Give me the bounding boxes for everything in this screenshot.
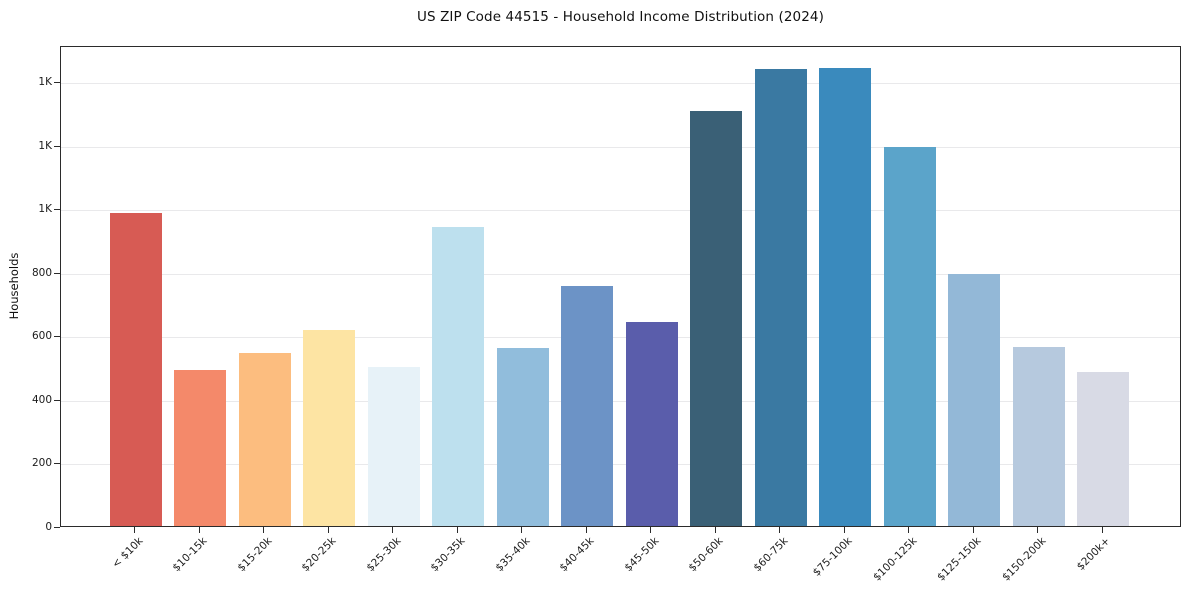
bar-7 bbox=[561, 286, 613, 526]
x-tick-mark bbox=[908, 527, 909, 533]
bar-4 bbox=[367, 366, 420, 526]
x-tick-mark bbox=[1101, 527, 1103, 533]
x-tick-mark bbox=[521, 527, 522, 533]
y-tick-mark bbox=[54, 526, 60, 528]
y-tick-mark bbox=[54, 399, 60, 401]
x-tick-mark bbox=[972, 527, 974, 533]
x-tick-mark bbox=[843, 527, 845, 533]
y-tick-label: 400 bbox=[31, 393, 52, 406]
x-tick-mark bbox=[650, 527, 651, 533]
x-tick-mark bbox=[779, 527, 780, 533]
chart-title: US ZIP Code 44515 - Household Income Dis… bbox=[417, 9, 824, 25]
bar-10 bbox=[754, 69, 807, 526]
y-axis-label: Households bbox=[7, 252, 21, 320]
gridline bbox=[61, 400, 1180, 402]
y-tick-label: 1K bbox=[38, 76, 52, 88]
plot-area bbox=[60, 46, 1181, 527]
y-tick-mark bbox=[54, 209, 60, 210]
y-tick-mark bbox=[54, 82, 60, 83]
bar-8 bbox=[625, 321, 678, 526]
x-tick-mark bbox=[198, 527, 200, 533]
x-tick-mark bbox=[327, 527, 329, 533]
y-tick-mark bbox=[54, 463, 60, 464]
gridline bbox=[61, 337, 1180, 338]
y-tick-label: 0 bbox=[45, 520, 52, 533]
bar-12 bbox=[883, 147, 936, 526]
y-tick-mark bbox=[54, 145, 60, 147]
bar-15 bbox=[1077, 372, 1129, 526]
x-tick-mark bbox=[263, 527, 264, 533]
gridline bbox=[61, 210, 1180, 211]
bar-1 bbox=[174, 370, 226, 526]
bar-2 bbox=[238, 353, 291, 526]
bar-14 bbox=[1012, 346, 1065, 526]
x-tick-mark bbox=[714, 527, 716, 533]
gridline bbox=[61, 146, 1180, 148]
y-tick-mark bbox=[54, 272, 60, 274]
bar-0 bbox=[109, 213, 162, 526]
y-tick-label: 800 bbox=[31, 266, 52, 279]
x-tick-mark bbox=[456, 527, 458, 533]
x-tick-mark bbox=[585, 527, 587, 533]
bar-11 bbox=[819, 67, 871, 526]
x-tick-mark bbox=[1037, 527, 1038, 533]
y-tick-label: 200 bbox=[31, 457, 52, 469]
bar-13 bbox=[948, 274, 1000, 526]
gridline bbox=[61, 83, 1180, 84]
y-tick-label: 600 bbox=[31, 330, 52, 342]
x-tick-label: < $10k bbox=[109, 535, 145, 571]
bar-3 bbox=[303, 329, 355, 526]
x-tick-mark bbox=[392, 527, 393, 533]
gridline bbox=[61, 273, 1180, 275]
y-tick-label: 1K bbox=[38, 203, 52, 215]
bar-9 bbox=[690, 111, 742, 526]
bar-6 bbox=[496, 348, 549, 526]
bar-5 bbox=[432, 227, 484, 526]
y-tick-mark bbox=[54, 336, 60, 337]
x-tick-mark bbox=[134, 527, 135, 533]
y-tick-label: 1K bbox=[38, 139, 52, 152]
gridline bbox=[61, 464, 1180, 465]
